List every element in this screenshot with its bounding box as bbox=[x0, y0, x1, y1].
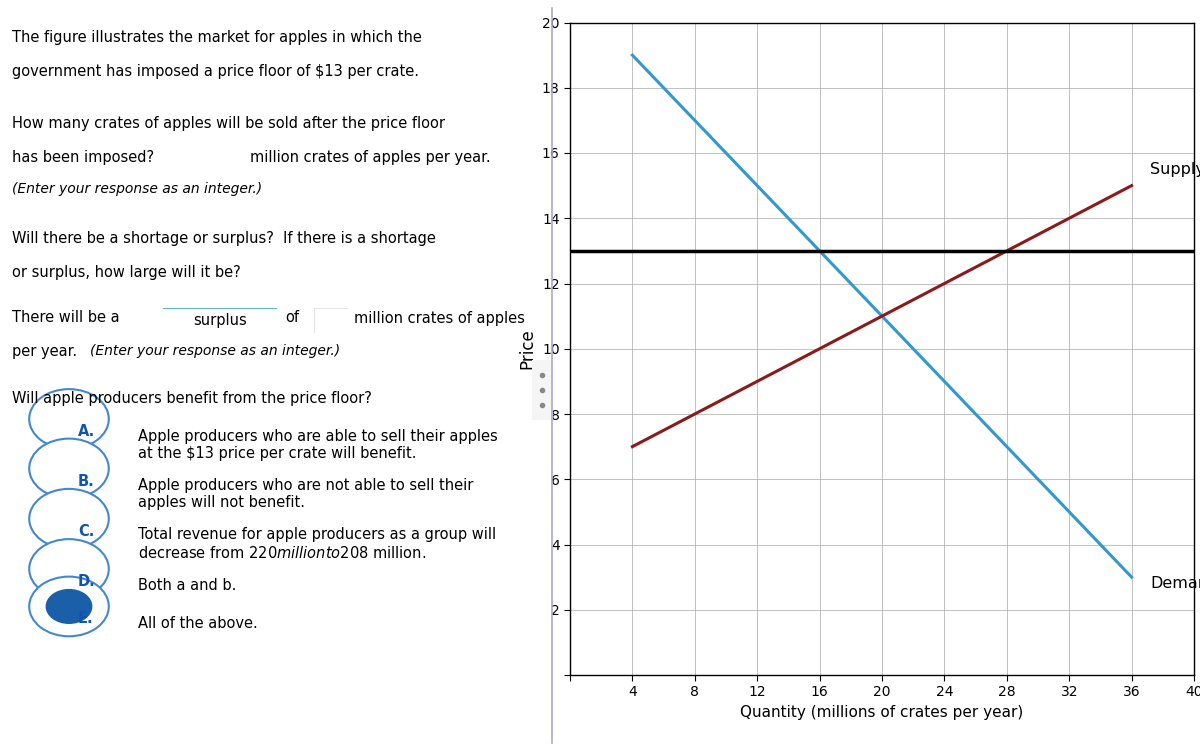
Text: Supply: Supply bbox=[1151, 162, 1200, 177]
Text: of: of bbox=[286, 310, 300, 326]
Text: million crates of apples: million crates of apples bbox=[354, 310, 524, 326]
Circle shape bbox=[46, 589, 92, 624]
Text: Demand: Demand bbox=[1151, 576, 1200, 591]
Text: There will be a: There will be a bbox=[12, 310, 120, 326]
Text: surplus: surplus bbox=[193, 314, 247, 328]
Text: Total revenue for apple producers as a group will
decrease from $220 million to : Total revenue for apple producers as a g… bbox=[138, 527, 496, 561]
Text: has been imposed?: has been imposed? bbox=[12, 150, 154, 165]
Text: How many crates of apples will be sold after the price floor: How many crates of apples will be sold a… bbox=[12, 116, 445, 131]
Text: or surplus, how large will it be?: or surplus, how large will it be? bbox=[12, 265, 241, 280]
Text: million crates of apples per year.: million crates of apples per year. bbox=[250, 150, 491, 165]
Text: A.: A. bbox=[78, 424, 95, 439]
Text: Both a and b.: Both a and b. bbox=[138, 578, 236, 593]
Text: per year.: per year. bbox=[12, 344, 82, 359]
Text: E.: E. bbox=[78, 611, 94, 626]
Text: Will there be a shortage or surplus?  If there is a shortage: Will there be a shortage or surplus? If … bbox=[12, 231, 436, 246]
Text: Will apple producers benefit from the price floor?: Will apple producers benefit from the pr… bbox=[12, 391, 372, 406]
Circle shape bbox=[29, 389, 109, 448]
Text: government has imposed a price floor of $13 per crate.: government has imposed a price floor of … bbox=[12, 64, 419, 79]
Text: D.: D. bbox=[78, 574, 96, 589]
Text: All of the above.: All of the above. bbox=[138, 616, 258, 631]
Circle shape bbox=[29, 439, 109, 498]
Circle shape bbox=[29, 577, 109, 636]
X-axis label: Quantity (millions of crates per year): Quantity (millions of crates per year) bbox=[740, 705, 1024, 720]
FancyBboxPatch shape bbox=[157, 307, 283, 334]
Text: B.: B. bbox=[78, 474, 95, 489]
FancyBboxPatch shape bbox=[530, 354, 554, 426]
Text: C.: C. bbox=[78, 524, 95, 538]
Circle shape bbox=[29, 539, 109, 598]
Text: Apple producers who are not able to sell their
apples will not benefit.: Apple producers who are not able to sell… bbox=[138, 478, 473, 510]
Text: Apple producers who are able to sell their apples
at the $13 price per crate wil: Apple producers who are able to sell the… bbox=[138, 429, 498, 461]
Circle shape bbox=[29, 489, 109, 548]
FancyBboxPatch shape bbox=[313, 307, 349, 334]
Y-axis label: Price: Price bbox=[518, 328, 536, 369]
FancyBboxPatch shape bbox=[209, 147, 245, 175]
Text: The figure illustrates the market for apples in which the: The figure illustrates the market for ap… bbox=[12, 30, 422, 45]
Text: (Enter your response as an integer.): (Enter your response as an integer.) bbox=[12, 182, 262, 196]
Text: (Enter your response as an integer.): (Enter your response as an integer.) bbox=[90, 344, 340, 358]
